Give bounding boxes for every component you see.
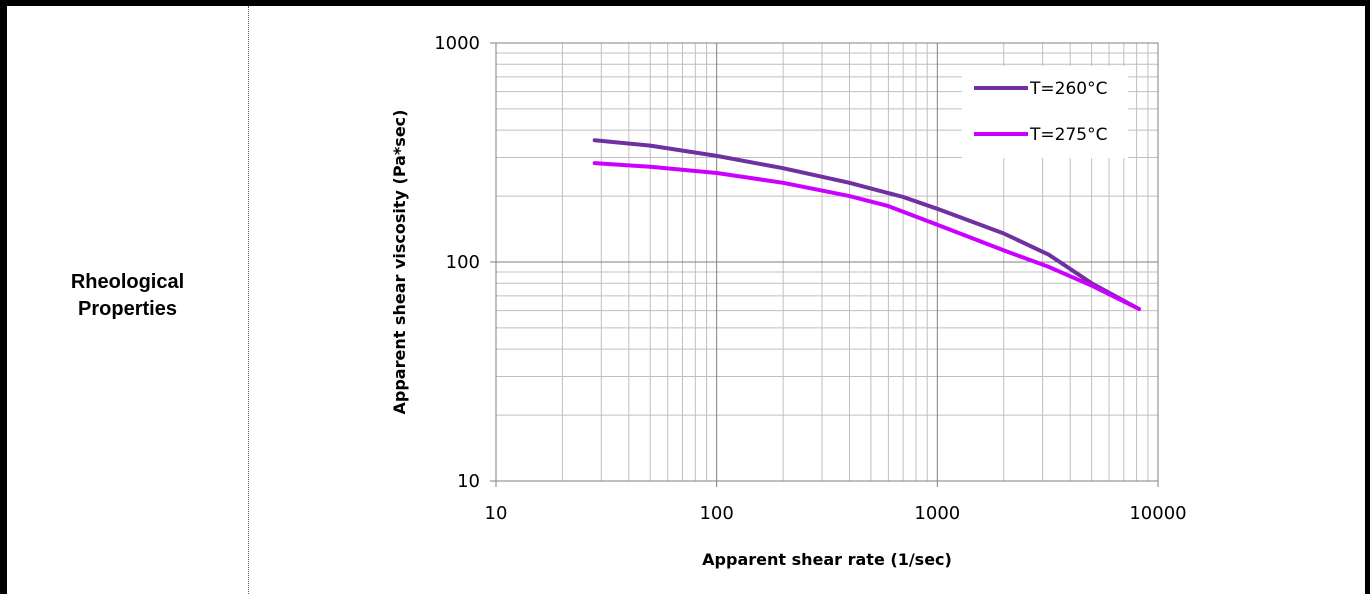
legend-label-2: T=275°C: [1029, 125, 1107, 145]
cell-divider: [248, 6, 249, 594]
x-tick-label: 10000: [1129, 503, 1186, 524]
series-line-2: [592, 161, 1141, 311]
y-tick-label: 10: [457, 471, 480, 492]
plot-area-border: [495, 42, 1159, 482]
y-tick-label: 100: [446, 252, 480, 273]
x-tick-labels: 10 100 1000 10000: [485, 503, 1187, 524]
x-tick-label: 1000: [914, 503, 960, 524]
row-label-line1: Rheological: [70, 271, 185, 293]
row-label: Rheological Properties: [7, 269, 248, 323]
table-top-border: [0, 0, 1370, 6]
x-axis-title: Apparent shear rate (1/sec): [702, 550, 952, 569]
legend-box: [962, 66, 1128, 158]
y-tick-labels: 10 100 1000: [434, 33, 480, 492]
legend: T=260°C T=275°C: [962, 66, 1128, 158]
row-label-line2: Properties: [78, 298, 177, 320]
table-left-border: [0, 0, 7, 594]
legend-label-1: T=260°C: [1029, 79, 1107, 99]
table-right-border: [1365, 0, 1370, 594]
y-tick-label: 1000: [434, 33, 480, 54]
series-line-1: [592, 138, 1141, 311]
y-axis-title: Apparent shear viscosity (Pa*sec): [390, 110, 409, 415]
x-tick-label: 100: [699, 503, 733, 524]
series-layer: [592, 138, 1141, 311]
x-tick-label: 10: [485, 503, 508, 524]
